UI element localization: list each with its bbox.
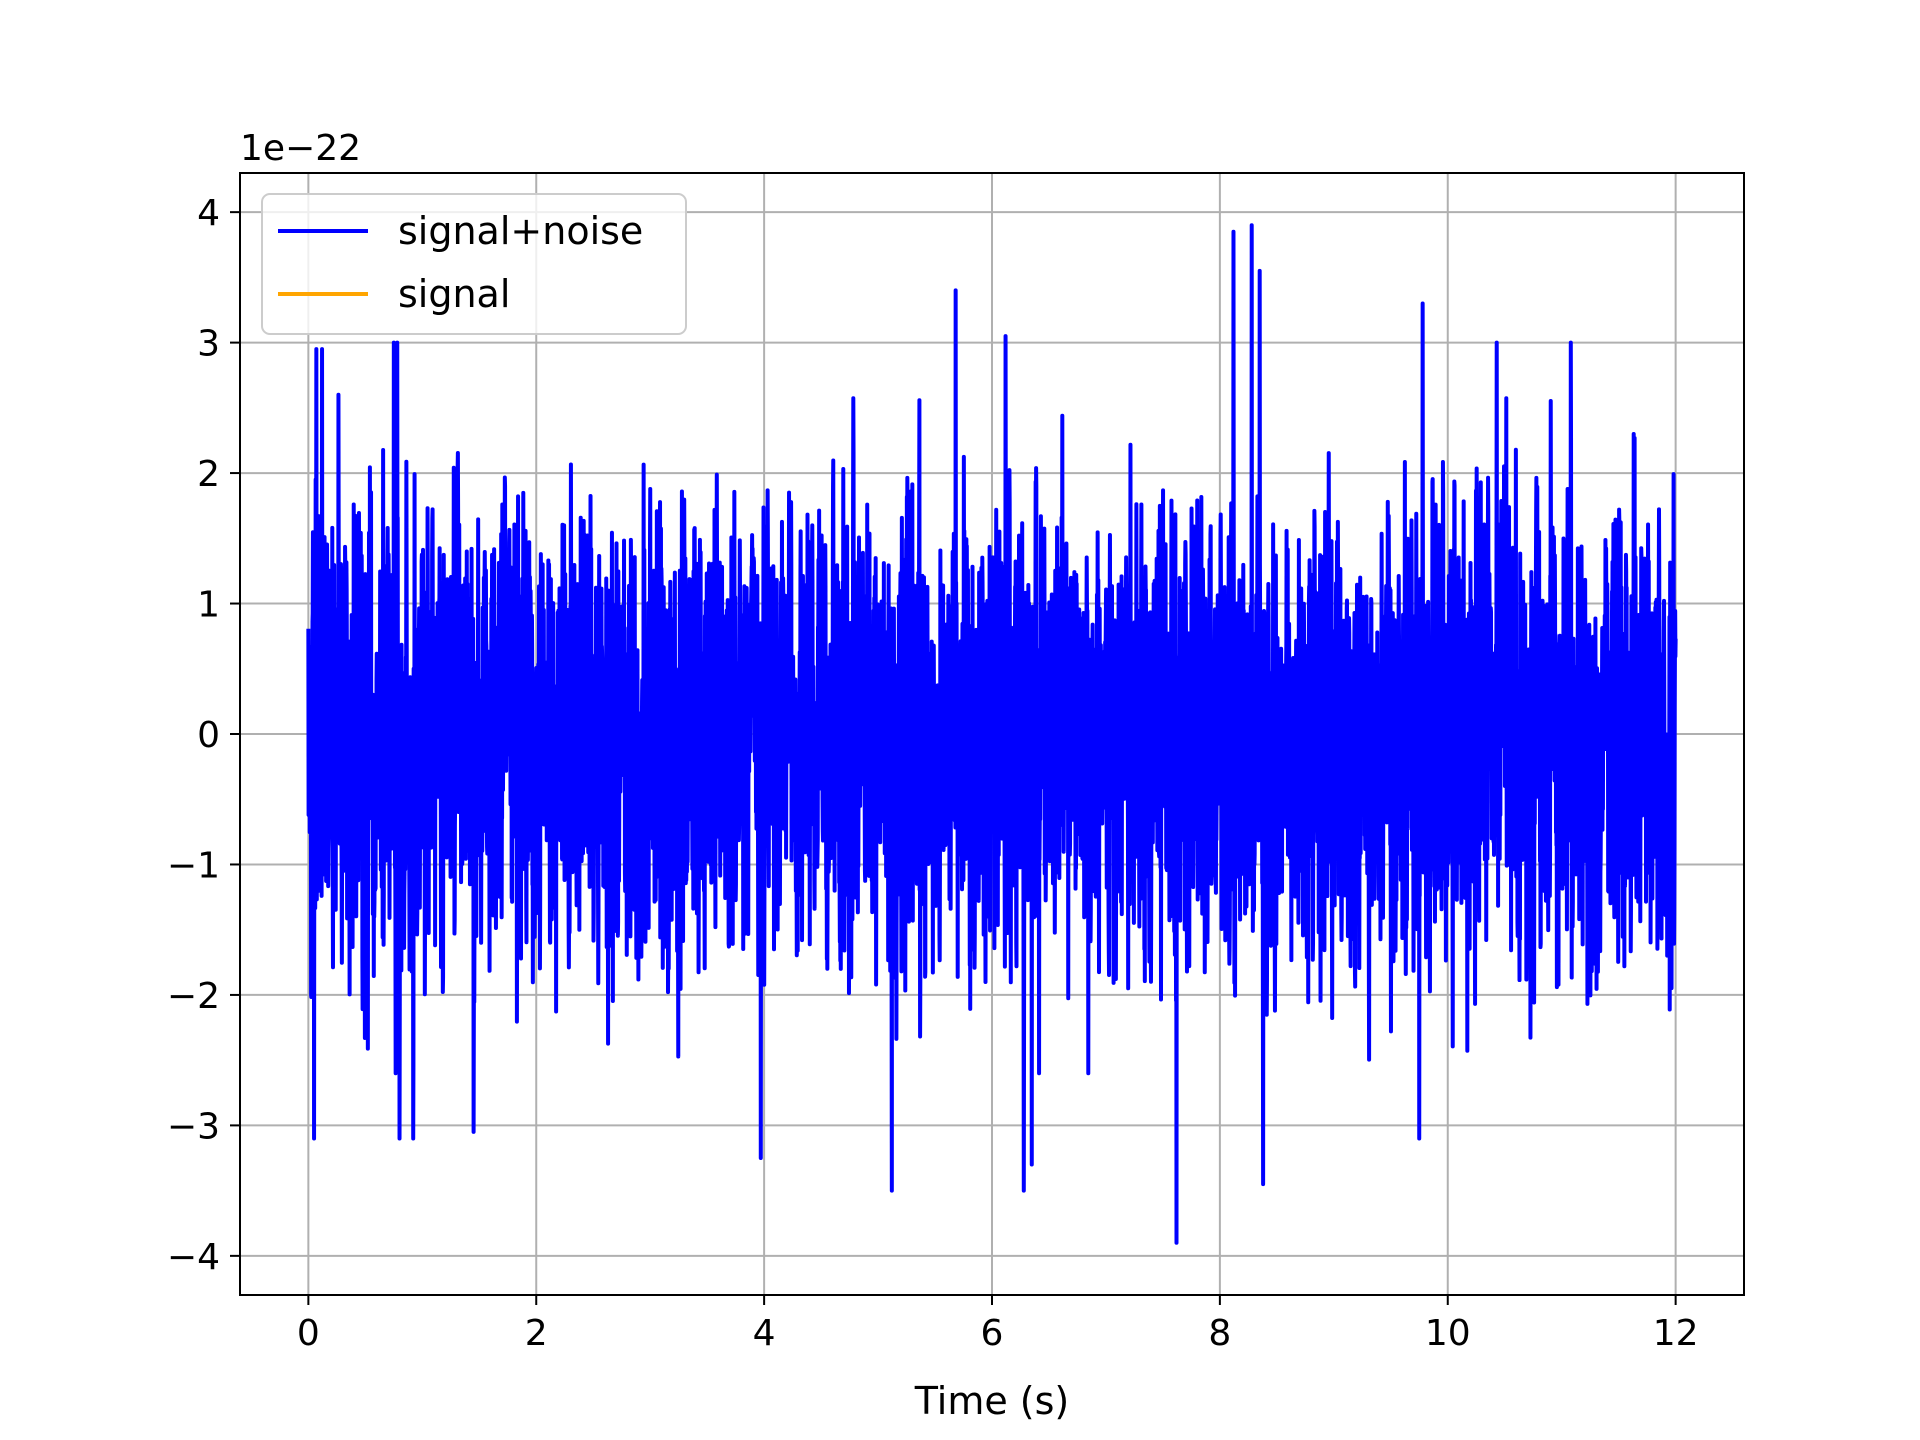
y-tick-label: −3 (167, 1106, 220, 1147)
y-tick-label: −2 (167, 976, 220, 1017)
y-offset-text: 1e−22 (240, 128, 361, 169)
x-tick-label: 8 (1208, 1313, 1231, 1354)
legend: signal+noise signal (261, 193, 687, 335)
x-tick-label: 10 (1425, 1313, 1471, 1354)
y-tick-label: 2 (197, 454, 220, 495)
series-line-signal-noise (306, 223, 1678, 1245)
y-tick-label: 3 (197, 324, 220, 365)
legend-label-signal-noise: signal+noise (398, 209, 643, 253)
y-tick-label: 0 (197, 715, 220, 756)
x-axis: 0 2 4 6 8 10 12 (297, 1295, 1699, 1354)
y-tick-label: 4 (197, 193, 220, 234)
legend-label-signal: signal (398, 272, 510, 316)
x-tick-label: 0 (297, 1313, 320, 1354)
y-tick-label: −4 (167, 1237, 220, 1278)
x-tick-label: 12 (1653, 1313, 1699, 1354)
x-axis-label: Time (s) (914, 1379, 1070, 1423)
x-tick-label: 2 (525, 1313, 548, 1354)
x-tick-label: 6 (981, 1313, 1004, 1354)
y-tick-label: 1 (197, 585, 220, 626)
plot-area (306, 223, 1678, 1245)
x-tick-label: 4 (753, 1313, 776, 1354)
y-axis: −4 −3 −2 −1 0 1 2 3 4 (167, 193, 240, 1278)
y-tick-label: −1 (167, 845, 220, 886)
